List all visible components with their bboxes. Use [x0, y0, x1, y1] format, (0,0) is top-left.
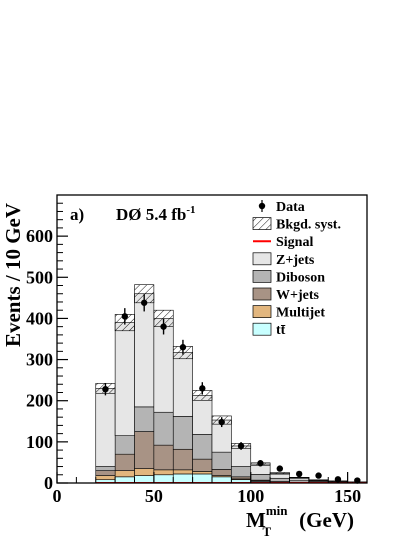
bar-diboson-2: [134, 406, 155, 432]
data-point-4: [179, 344, 187, 351]
y-tick-label-1: 100: [26, 432, 53, 452]
data-points: [102, 294, 361, 484]
bar-w-jets-0: [95, 470, 116, 476]
legend-label-6: Multijet: [276, 306, 325, 321]
bar-diboson-1: [114, 435, 135, 455]
panel-label: a): [70, 205, 84, 224]
bar-diboson-0: [95, 466, 116, 471]
data-point-9: [276, 465, 284, 472]
legend-hatch-swatch: [252, 217, 272, 230]
x-axis-sup: min: [266, 503, 288, 518]
legend-swatch: [252, 322, 272, 336]
data-point-10: [295, 470, 303, 478]
legend-label-1: Bkgd. syst.: [276, 218, 341, 233]
x-tick-label-0: 0: [53, 486, 62, 506]
x-axis-title: Mmin T (GeV): [246, 503, 354, 537]
bar-tt--5: [192, 473, 213, 483]
data-point-2: [140, 299, 148, 306]
legend-entry-6: Multijet: [252, 305, 325, 321]
x-tick-label-1: 50: [145, 486, 163, 506]
bar-diboson-7: [231, 466, 252, 478]
bar-diboson-4: [172, 416, 193, 450]
data-point-13: [354, 477, 361, 484]
syst-band-11: [308, 479, 329, 482]
legend-label-7: tt̄: [276, 323, 286, 338]
x-tick-label-2: 100: [237, 486, 264, 506]
experiment-superscript: -1: [186, 204, 195, 216]
legend-entry-0: Data: [258, 200, 305, 215]
data-point-12: [334, 476, 342, 483]
bar-diboson-6: [211, 451, 232, 470]
data-point-11: [315, 472, 322, 479]
legend-label-0: Data: [276, 200, 305, 215]
syst-band-10: [289, 477, 310, 479]
legend-swatch: [252, 270, 272, 283]
data-point-8: [257, 460, 264, 467]
y-tick-label-5: 500: [26, 267, 53, 287]
bar-diboson-9: [269, 477, 290, 482]
axis-ticks: 0 100 200 300 400 500 600 0 50 100 150: [26, 202, 368, 506]
bar-tt--3: [153, 474, 174, 483]
legend-swatch: [252, 305, 272, 318]
legend-entry-3: Z+jets: [252, 252, 315, 268]
legend-label-3: Z+jets: [276, 253, 315, 268]
data-point-1: [121, 313, 129, 320]
bar-diboson-8: [250, 474, 271, 481]
x-axis-unit: (GeV): [299, 508, 354, 532]
experiment-label: DØ 5.4 fb-1: [116, 204, 196, 224]
bar-tt--2: [134, 475, 155, 483]
legend-entry-5: W+jets: [252, 287, 320, 303]
bar-tt--4: [172, 473, 193, 483]
bar-diboson-5: [192, 434, 213, 460]
bar-diboson-10: [289, 479, 310, 483]
legend-swatch: [252, 287, 272, 301]
bar-w-jets-5: [192, 458, 213, 472]
data-point-7: [237, 442, 245, 450]
x-axis-sub: T: [263, 524, 272, 537]
bar-w-jets-2: [134, 431, 155, 469]
data-point-6: [218, 418, 225, 426]
bar-z-jets-0: [95, 388, 116, 467]
legend-entry-2: Signal: [253, 235, 313, 250]
bar-w-jets-3: [153, 444, 174, 471]
legend-label-2: Signal: [276, 235, 313, 250]
bar-multijet-5: [192, 471, 213, 475]
bar-w-jets-1: [114, 453, 135, 471]
bar-z-jets-5: [192, 395, 213, 435]
legend-label-5: W+jets: [276, 288, 320, 303]
bar-z-jets-4: [172, 352, 193, 417]
syst-band-9: [269, 472, 290, 475]
legend-entry-7: tt̄: [252, 322, 286, 338]
x-tick-label-3: 150: [334, 486, 361, 506]
bar-z-jets-1: [114, 322, 135, 436]
bar-multijet-0: [95, 475, 116, 481]
legend-entry-1: Bkgd. syst.: [252, 217, 341, 233]
x-axis-var: M: [246, 508, 266, 532]
legend: Data Bkgd. syst. Signal Z+jets Diboson W+jets…: [252, 200, 341, 338]
y-tick-label-2: 200: [26, 391, 53, 411]
stacked-bars: [95, 293, 367, 483]
legend-entry-4: Diboson: [252, 270, 325, 285]
bar-multijet-3: [153, 469, 174, 476]
y-axis-title: Events / 10 GeV: [1, 203, 25, 347]
y-tick-label-0: 0: [44, 473, 53, 493]
experiment-name: DØ 5.4 fb: [116, 205, 186, 224]
bar-multijet-1: [114, 470, 135, 478]
bar-w-jets-4: [172, 448, 193, 471]
bar-w-jets-6: [211, 469, 232, 476]
legend-swatch: [252, 252, 272, 266]
legend-label-4: Diboson: [276, 270, 325, 285]
data-point-3: [160, 323, 167, 330]
y-tick-label-3: 300: [26, 350, 53, 370]
bar-multijet-4: [172, 469, 193, 475]
bar-diboson-3: [153, 411, 174, 446]
bar-w-jets-7: [231, 476, 252, 480]
bar-multijet-2: [134, 468, 155, 476]
data-point-5: [199, 385, 206, 392]
data-point-0: [102, 385, 109, 393]
y-tick-label-4: 400: [26, 308, 53, 328]
y-tick-label-6: 600: [26, 226, 53, 246]
